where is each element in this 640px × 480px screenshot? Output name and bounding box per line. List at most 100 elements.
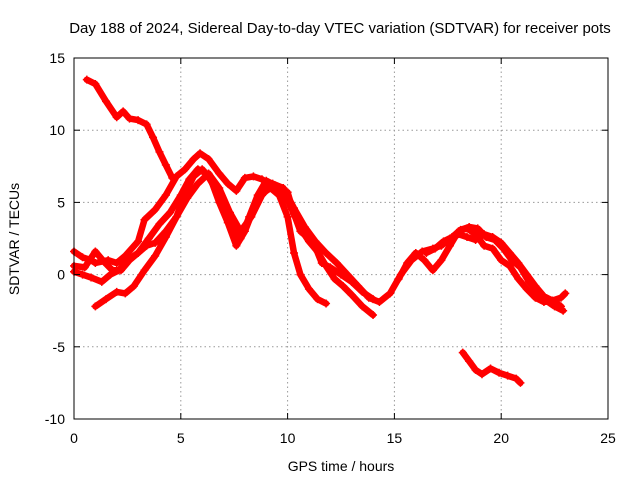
data-point [463, 233, 472, 242]
data-point [482, 233, 491, 242]
data-point [304, 285, 313, 294]
data-point [232, 241, 241, 250]
y-tick-label: -10 [45, 411, 65, 427]
data-point [232, 186, 241, 195]
data-point [369, 311, 378, 320]
x-tick-label: 20 [493, 430, 509, 446]
data-point [364, 293, 373, 302]
data-point [465, 357, 474, 366]
data-point [183, 194, 192, 203]
data-point [503, 371, 512, 380]
data-point [313, 247, 322, 256]
data-point [161, 233, 170, 242]
x-tick-labels: 0 5 10 15 20 25 [70, 430, 616, 446]
data-point [125, 114, 134, 123]
data-point [151, 238, 160, 247]
y-tick-labels: -10 -5 0 5 10 15 [45, 50, 65, 427]
data-point [236, 227, 245, 236]
data-point [189, 155, 198, 164]
data-point [114, 266, 123, 275]
data-point [121, 289, 130, 298]
data-point [240, 173, 249, 182]
data-point [189, 172, 198, 181]
y-axis-label: SDTVAR / TECUs [6, 183, 22, 295]
data-point [300, 222, 309, 231]
data-point [91, 79, 100, 88]
data-point [296, 270, 305, 279]
data-point [151, 205, 160, 214]
data-point [249, 172, 258, 181]
data-point [193, 179, 202, 188]
data-point [386, 289, 395, 298]
data-point [522, 285, 531, 294]
x-tick-label: 10 [280, 430, 296, 446]
x-tick-label: 5 [177, 430, 185, 446]
data-point [456, 225, 465, 234]
x-tick-label: 25 [600, 430, 616, 446]
data-point [428, 266, 437, 275]
data-point [422, 248, 431, 257]
series-track-g [422, 222, 568, 315]
x-axis-label: GPS time / hours [288, 458, 395, 474]
x-tick-label: 15 [387, 430, 403, 446]
data-point [403, 259, 412, 268]
data-point [166, 208, 175, 217]
data-point [80, 263, 89, 272]
data-point [123, 256, 132, 265]
data-point [151, 251, 160, 260]
series-track-a [82, 75, 177, 182]
data-point [257, 191, 266, 200]
data-point [330, 274, 339, 283]
data-point [275, 191, 284, 200]
series-track-h [458, 348, 525, 387]
data-point [161, 160, 170, 169]
data-point [290, 248, 299, 257]
data-point [172, 212, 181, 221]
data-point [196, 149, 205, 158]
grid-lines [74, 58, 608, 419]
data-point [142, 120, 151, 129]
data-point [339, 282, 348, 291]
data-point [134, 237, 143, 246]
data-point [322, 299, 331, 308]
data-point [488, 244, 497, 253]
data-point [155, 147, 164, 156]
series-line-track-a [83, 76, 176, 182]
data-point [486, 364, 495, 373]
data-point [375, 298, 384, 307]
data-point [204, 169, 213, 178]
data-point [458, 348, 467, 357]
data-point [437, 256, 446, 265]
data-point [134, 248, 143, 257]
data-point [87, 273, 96, 282]
data-point [268, 179, 277, 188]
data-point [394, 274, 403, 283]
plot-frame [73, 57, 609, 420]
series-track-d [70, 165, 331, 308]
data-point [134, 116, 143, 125]
chart-title: Day 188 of 2024, Sidereal Day-to-day VTE… [69, 20, 611, 37]
data-point [102, 295, 111, 304]
data-point [82, 75, 91, 84]
data-point [420, 256, 429, 265]
data-point [144, 234, 153, 243]
data-point [311, 237, 320, 246]
data-point [471, 365, 480, 374]
y-tick-label: 5 [57, 194, 65, 210]
data-point [533, 287, 542, 296]
data-point [223, 179, 232, 188]
x-tick-label: 0 [70, 430, 78, 446]
data-point [531, 293, 540, 302]
data-point [561, 289, 570, 298]
axis-ticks [73, 57, 609, 420]
data-point [119, 107, 128, 116]
data-point [181, 165, 190, 174]
data-point [322, 248, 331, 257]
data-point [542, 296, 551, 305]
data-point [112, 287, 121, 296]
y-tick-label: 15 [49, 50, 65, 66]
data-series [70, 75, 570, 387]
data-point [102, 97, 111, 106]
y-tick-label: 10 [49, 122, 65, 138]
